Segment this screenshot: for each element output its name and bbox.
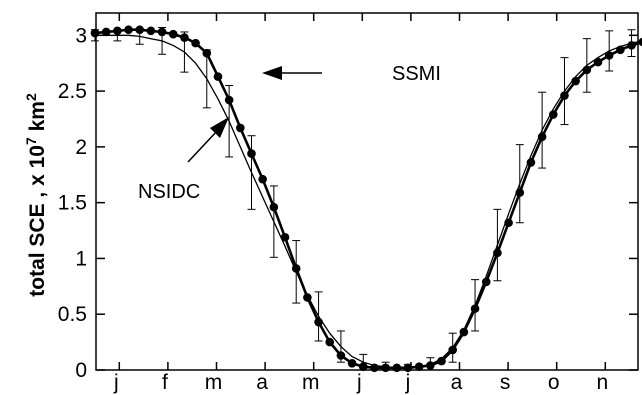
ssmi-point bbox=[314, 317, 323, 327]
y-tick-label: 1.5 bbox=[58, 192, 87, 215]
ssmi-point bbox=[571, 76, 580, 86]
y-axis-label-exponent: 7 bbox=[23, 137, 39, 145]
x-tick-label: o bbox=[548, 371, 560, 394]
ssmi-point bbox=[560, 91, 569, 100]
ssmi-point bbox=[627, 41, 636, 50]
ssmi-point bbox=[582, 65, 592, 75]
y-axis-label-unit-exponent: 2 bbox=[23, 93, 39, 101]
ssmi-point bbox=[426, 361, 435, 370]
ssmi-point bbox=[168, 29, 178, 39]
ssmi-point bbox=[414, 362, 424, 371]
nsidc-annotation-label: NSIDC bbox=[138, 181, 200, 203]
x-tick-label: a bbox=[451, 371, 463, 394]
ssmi-point bbox=[202, 48, 212, 58]
ssmi-point bbox=[616, 45, 625, 55]
ssmi-point bbox=[191, 38, 200, 48]
ssmi-point bbox=[358, 362, 368, 371]
ssmi-point bbox=[381, 363, 390, 373]
ssmi-point bbox=[515, 188, 525, 197]
ssmi-point bbox=[370, 363, 379, 373]
ssmi-point bbox=[280, 232, 290, 242]
x-tick-label: n bbox=[596, 371, 608, 394]
ssmi-point bbox=[593, 57, 603, 67]
ssmi-point bbox=[504, 218, 513, 228]
ssmi-point bbox=[604, 51, 614, 60]
ssmi-annotation-label: SSMI bbox=[392, 63, 441, 85]
x-tick-label: j bbox=[405, 371, 411, 394]
y-axis-ticks: 0 0.5 1 1.5 2 2.5 3 bbox=[58, 24, 638, 382]
ssmi-point bbox=[247, 149, 256, 158]
ssmi-point bbox=[493, 248, 502, 258]
ssmi-point bbox=[258, 174, 267, 184]
y-axis-label-unit: km bbox=[26, 101, 49, 137]
ssmi-point bbox=[269, 202, 279, 212]
y-axis-label: total SCE , x 107 km2 bbox=[23, 93, 49, 297]
y-axis-label-text: total SCE , x 10 bbox=[26, 145, 49, 297]
ssmi-point bbox=[124, 25, 133, 35]
ssmi-point bbox=[638, 37, 642, 47]
ssmi-point bbox=[224, 95, 234, 105]
y-tick-label: 2 bbox=[75, 136, 87, 159]
ssmi-point bbox=[213, 72, 223, 81]
y-tick-label: 1 bbox=[75, 247, 87, 270]
ssmi-point bbox=[180, 33, 189, 42]
ssmi-point bbox=[481, 277, 491, 287]
x-tick-label: m bbox=[302, 371, 320, 394]
y-tick-label: 3 bbox=[75, 24, 87, 47]
y-tick-label: 2.5 bbox=[58, 80, 87, 103]
ssmi-point bbox=[526, 158, 536, 167]
ssmi-point bbox=[90, 28, 100, 38]
ssmi-point bbox=[336, 351, 346, 360]
ssmi-point bbox=[101, 27, 111, 37]
x-tick-label: j bbox=[356, 371, 362, 394]
ssmi-arrow bbox=[262, 66, 322, 80]
ssmi-point bbox=[135, 25, 145, 35]
ssmi-point bbox=[548, 110, 558, 119]
ssmi-point bbox=[146, 26, 156, 36]
x-tick-label: a bbox=[256, 371, 268, 394]
ssmi-point bbox=[470, 304, 480, 313]
ssmi-point bbox=[537, 132, 547, 142]
ssmi-point bbox=[113, 26, 122, 36]
ssmi-point bbox=[303, 293, 312, 302]
plot-frame bbox=[95, 12, 639, 371]
ssmi-point bbox=[347, 359, 357, 368]
ssmi-point bbox=[459, 327, 469, 337]
ssmi-point bbox=[325, 337, 335, 347]
ssmi-point bbox=[448, 345, 457, 355]
x-tick-label: j bbox=[113, 371, 119, 394]
ssmi-point bbox=[392, 363, 402, 373]
x-axis-ticks: jfmamjjasond bbox=[113, 13, 608, 394]
ssmi-point bbox=[236, 123, 245, 133]
nsidc-arrow bbox=[187, 117, 229, 163]
x-tick-label: f bbox=[162, 371, 168, 394]
y-tick-label: 0 bbox=[75, 359, 87, 382]
x-tick-label: s bbox=[500, 371, 511, 394]
ssmi-point bbox=[437, 356, 446, 366]
ssmi-point bbox=[157, 27, 167, 37]
ssmi-point bbox=[291, 264, 301, 273]
y-tick-label: 0.5 bbox=[58, 303, 87, 326]
x-tick-label: m bbox=[205, 371, 223, 394]
